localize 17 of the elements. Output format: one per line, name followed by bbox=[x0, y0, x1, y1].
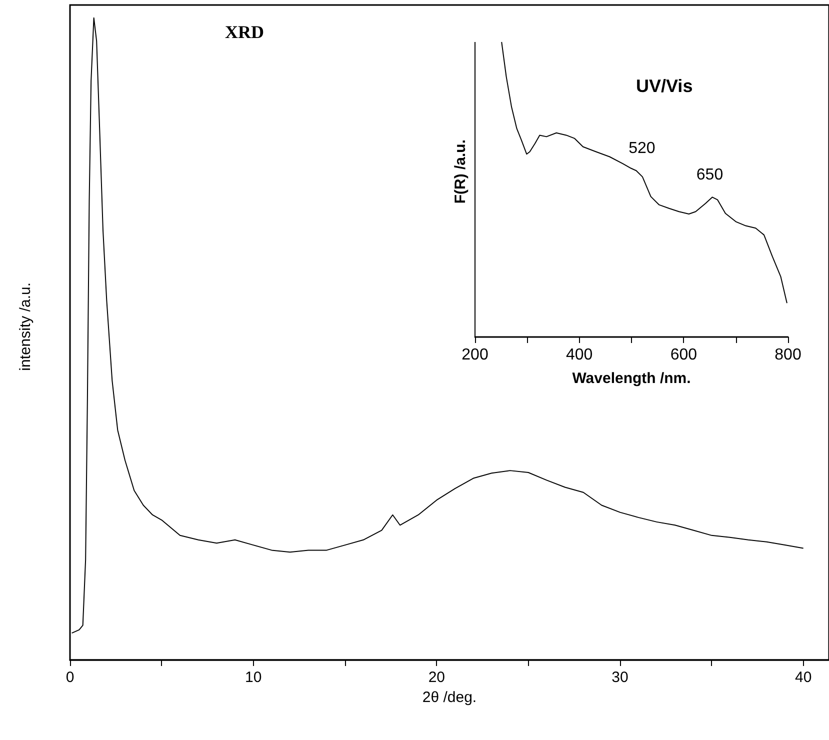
x-tick-label: 400 bbox=[566, 346, 593, 364]
x-tick-label: 10 bbox=[244, 669, 262, 686]
x-tick-label: 40 bbox=[794, 669, 812, 686]
annotation: 520 bbox=[628, 140, 656, 158]
text: UV/Vis bbox=[636, 76, 693, 96]
x-tick-label: 800 bbox=[774, 346, 802, 364]
chart-title: XRD bbox=[225, 22, 264, 42]
x-axis-title: Wavelength /nm. bbox=[572, 370, 691, 387]
x-tick-label: 20 bbox=[428, 669, 446, 686]
x-axis-title: 2θ /deg. bbox=[422, 689, 477, 706]
x-tick-label: 0 bbox=[66, 669, 74, 686]
y-axis-title: intensity /a.u. bbox=[17, 282, 34, 371]
x-tick-label: 30 bbox=[612, 669, 628, 686]
y-axis-title: F(R) /a.u. bbox=[452, 139, 469, 204]
x-tick-label: 200 bbox=[462, 346, 488, 364]
x-tick-label: 600 bbox=[670, 346, 698, 364]
annotation: 650 bbox=[696, 166, 724, 184]
